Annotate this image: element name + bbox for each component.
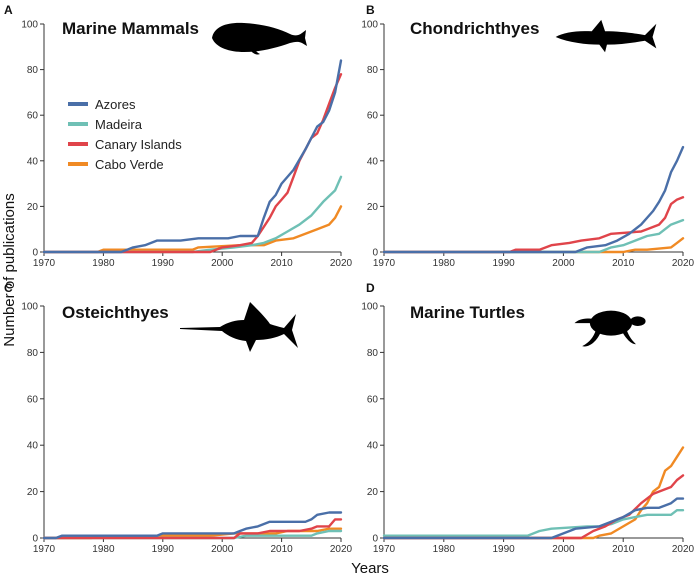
- y-tick-label: 100: [361, 302, 378, 313]
- series-line-canary-islands: [382, 474, 685, 540]
- y-tick-label: 40: [27, 441, 39, 452]
- turtle-silhouette-icon: [574, 310, 646, 347]
- y-tick-label: 60: [367, 111, 379, 122]
- panel-b: B Chondrichthyes 0 20 40 60 80 100 1970 1980 1990 2…: [361, 3, 694, 269]
- y-tick-label: 100: [361, 20, 378, 31]
- panel-letter: C: [4, 281, 13, 295]
- x-tick-label: 2010: [612, 544, 635, 555]
- x-tick-label: 1990: [152, 258, 175, 269]
- x-tick-label: 1980: [433, 544, 456, 555]
- y-tick-label: 0: [372, 534, 378, 545]
- legend-label-canary-islands: Canary Islands: [95, 137, 182, 152]
- y-tick-label: 80: [367, 348, 379, 359]
- marlin-silhouette-icon: [180, 302, 298, 352]
- y-tick-label: 40: [367, 441, 379, 452]
- x-tick-label: 2000: [552, 544, 575, 555]
- y-tick-label: 100: [21, 302, 38, 313]
- x-tick-label: 2010: [612, 258, 635, 269]
- whale-silhouette-icon: [212, 22, 307, 55]
- x-tick-label: 2010: [270, 544, 293, 555]
- y-tick-label: 0: [372, 248, 378, 259]
- y-tick-label: 60: [27, 394, 39, 405]
- panel-title: Marine Mammals: [62, 19, 199, 38]
- y-tick-label: 20: [27, 202, 39, 213]
- series-line-madeira: [42, 175, 343, 254]
- x-tick-label: 1980: [92, 544, 115, 555]
- y-tick-label: 0: [32, 248, 38, 259]
- y-axis-title: Number of publications: [1, 193, 18, 346]
- y-tick-label: 20: [27, 487, 39, 498]
- series-line-azores: [382, 145, 685, 254]
- y-tick-label: 40: [367, 156, 379, 167]
- y-tick-label: 80: [27, 348, 39, 359]
- shark-silhouette-icon: [555, 19, 657, 53]
- y-tick-label: 0: [32, 534, 38, 545]
- panel-title: Osteichthyes: [62, 303, 169, 322]
- x-tick-label: 2000: [552, 258, 575, 269]
- y-tick-label: 40: [27, 156, 39, 167]
- panel-title: Marine Turtles: [410, 303, 525, 322]
- x-tick-label: 1990: [152, 544, 175, 555]
- series-line-canary-islands: [382, 196, 685, 254]
- x-tick-label: 1980: [433, 258, 456, 269]
- y-tick-label: 80: [367, 65, 379, 76]
- x-tick-label: 1980: [92, 258, 115, 269]
- panel-a: A Marine Mammals 0 20 40 60 80 100 1970 1980 1990 2…: [4, 3, 353, 269]
- series-line-madeira: [382, 218, 685, 254]
- panel-d: D Marine Turtles 0 20 40 60 80 100 1970 1980 1990 2…: [361, 281, 694, 555]
- x-tick-label: 1970: [33, 258, 56, 269]
- x-tick-label: 2020: [330, 544, 353, 555]
- series-line-cabo-verde: [42, 205, 343, 254]
- y-tick-label: 20: [367, 202, 379, 213]
- legend-label-azores: Azores: [95, 97, 136, 112]
- x-tick-label: 2020: [330, 258, 353, 269]
- series-line-cabo-verde: [382, 446, 685, 540]
- y-tick-label: 20: [367, 487, 379, 498]
- x-tick-label: 1970: [373, 258, 396, 269]
- y-tick-label: 60: [367, 394, 379, 405]
- series-line-azores: [382, 497, 685, 540]
- legend-label-cabo-verde: Cabo Verde: [95, 157, 164, 172]
- y-tick-label: 80: [27, 65, 39, 76]
- panel-letter: D: [366, 281, 375, 295]
- series-line-cabo-verde: [382, 237, 685, 254]
- x-tick-label: 1990: [492, 258, 515, 269]
- x-tick-label: 2000: [211, 544, 234, 555]
- y-tick-label: 60: [27, 111, 39, 122]
- legend: Azores Madeira Canary Islands Cabo Verde: [68, 97, 182, 172]
- y-tick-label: 100: [21, 20, 38, 31]
- legend-label-madeira: Madeira: [95, 117, 143, 132]
- panel-letter: A: [4, 3, 13, 17]
- series-line-azores: [42, 59, 343, 254]
- x-tick-label: 2020: [672, 544, 695, 555]
- x-tick-label: 1970: [373, 544, 396, 555]
- panel-title: Chondrichthyes: [410, 19, 539, 38]
- panel-c: C Osteichthyes 0 20 40 60 80 100 1970 1980 1990 200…: [4, 281, 353, 555]
- x-tick-label: 2020: [672, 258, 695, 269]
- x-tick-label: 2000: [211, 258, 234, 269]
- panel-letter: B: [366, 3, 375, 17]
- series-line-canary-islands: [42, 518, 343, 540]
- x-tick-label: 1990: [492, 544, 515, 555]
- x-tick-label: 2010: [270, 258, 293, 269]
- series-line-azores: [42, 511, 343, 540]
- x-axis-title: Years: [351, 560, 389, 577]
- x-tick-label: 1970: [33, 544, 56, 555]
